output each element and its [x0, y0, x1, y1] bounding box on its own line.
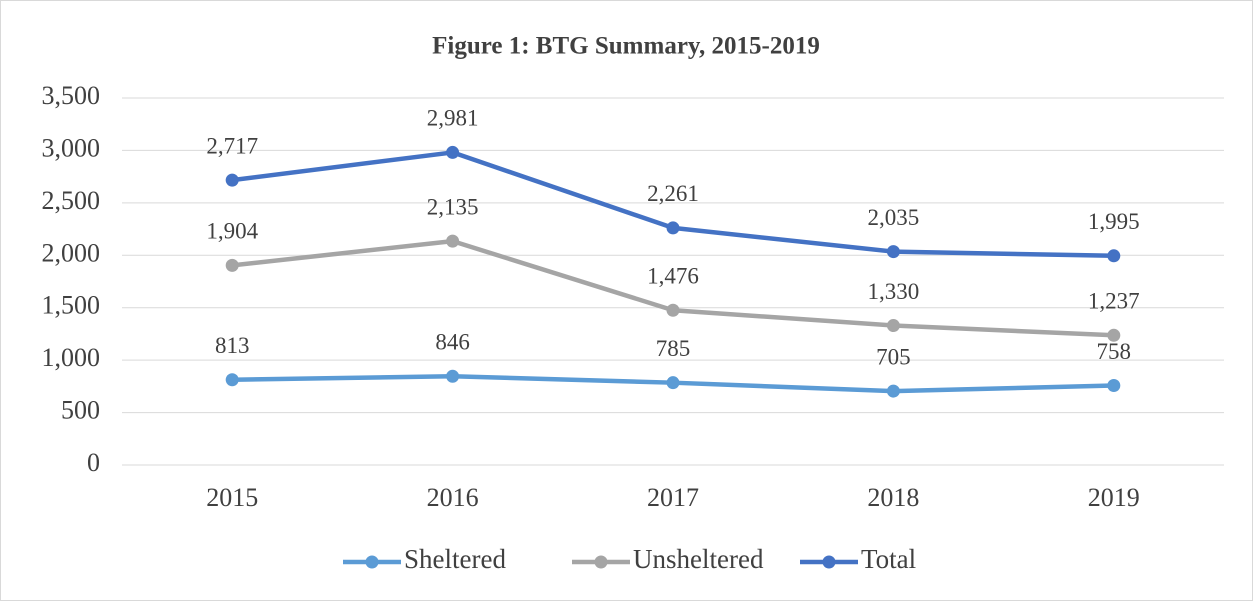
- legend-label: Unsheltered: [633, 544, 764, 574]
- data-label: 1,476: [647, 264, 699, 289]
- legend-marker: [822, 555, 836, 569]
- x-tick-label: 2019: [1088, 483, 1140, 512]
- data-label: 1,237: [1088, 289, 1140, 314]
- x-tick-label: 2016: [427, 483, 479, 512]
- data-label: 1,330: [868, 279, 920, 304]
- data-label: 1,995: [1088, 209, 1140, 234]
- point: [886, 384, 900, 398]
- point: [446, 145, 460, 159]
- legend-marker: [594, 555, 608, 569]
- data-label: 785: [656, 336, 691, 361]
- data-label: 2,135: [427, 194, 479, 219]
- x-tick-label: 2017: [647, 483, 699, 512]
- point: [225, 173, 239, 187]
- y-tick-label: 0: [87, 448, 100, 477]
- y-tick-label: 1,000: [42, 343, 101, 372]
- x-tick-label: 2018: [867, 483, 919, 512]
- point: [886, 245, 900, 259]
- point: [225, 373, 239, 387]
- y-tick-label: 2,500: [42, 186, 101, 215]
- data-label: 2,261: [647, 181, 699, 206]
- point: [225, 258, 239, 272]
- legend-marker: [365, 555, 379, 569]
- y-tick-label: 1,500: [42, 291, 101, 320]
- y-tick-label: 3,000: [42, 133, 101, 162]
- point: [1107, 328, 1121, 342]
- point: [666, 221, 680, 235]
- point: [446, 369, 460, 383]
- y-tick-label: 3,500: [42, 81, 101, 110]
- point: [666, 376, 680, 390]
- data-label: 813: [215, 333, 250, 358]
- data-label: 2,981: [427, 106, 479, 131]
- legend-label: Total: [861, 544, 916, 574]
- data-label: 758: [1097, 339, 1132, 364]
- y-tick-label: 2,000: [42, 238, 101, 267]
- data-label: 1,904: [206, 219, 258, 244]
- legend-label: Sheltered: [404, 544, 506, 574]
- chart-title: Figure 1: BTG Summary, 2015-2019: [432, 33, 820, 60]
- data-label: 705: [876, 344, 911, 369]
- point: [1107, 379, 1121, 393]
- point: [1107, 249, 1121, 263]
- point: [666, 303, 680, 317]
- x-tick-label: 2015: [206, 483, 258, 512]
- point: [886, 319, 900, 333]
- point: [446, 234, 460, 248]
- data-label: 846: [435, 330, 470, 355]
- data-label: 2,717: [206, 133, 258, 158]
- y-tick-label: 500: [61, 396, 100, 425]
- data-label: 2,035: [868, 205, 920, 230]
